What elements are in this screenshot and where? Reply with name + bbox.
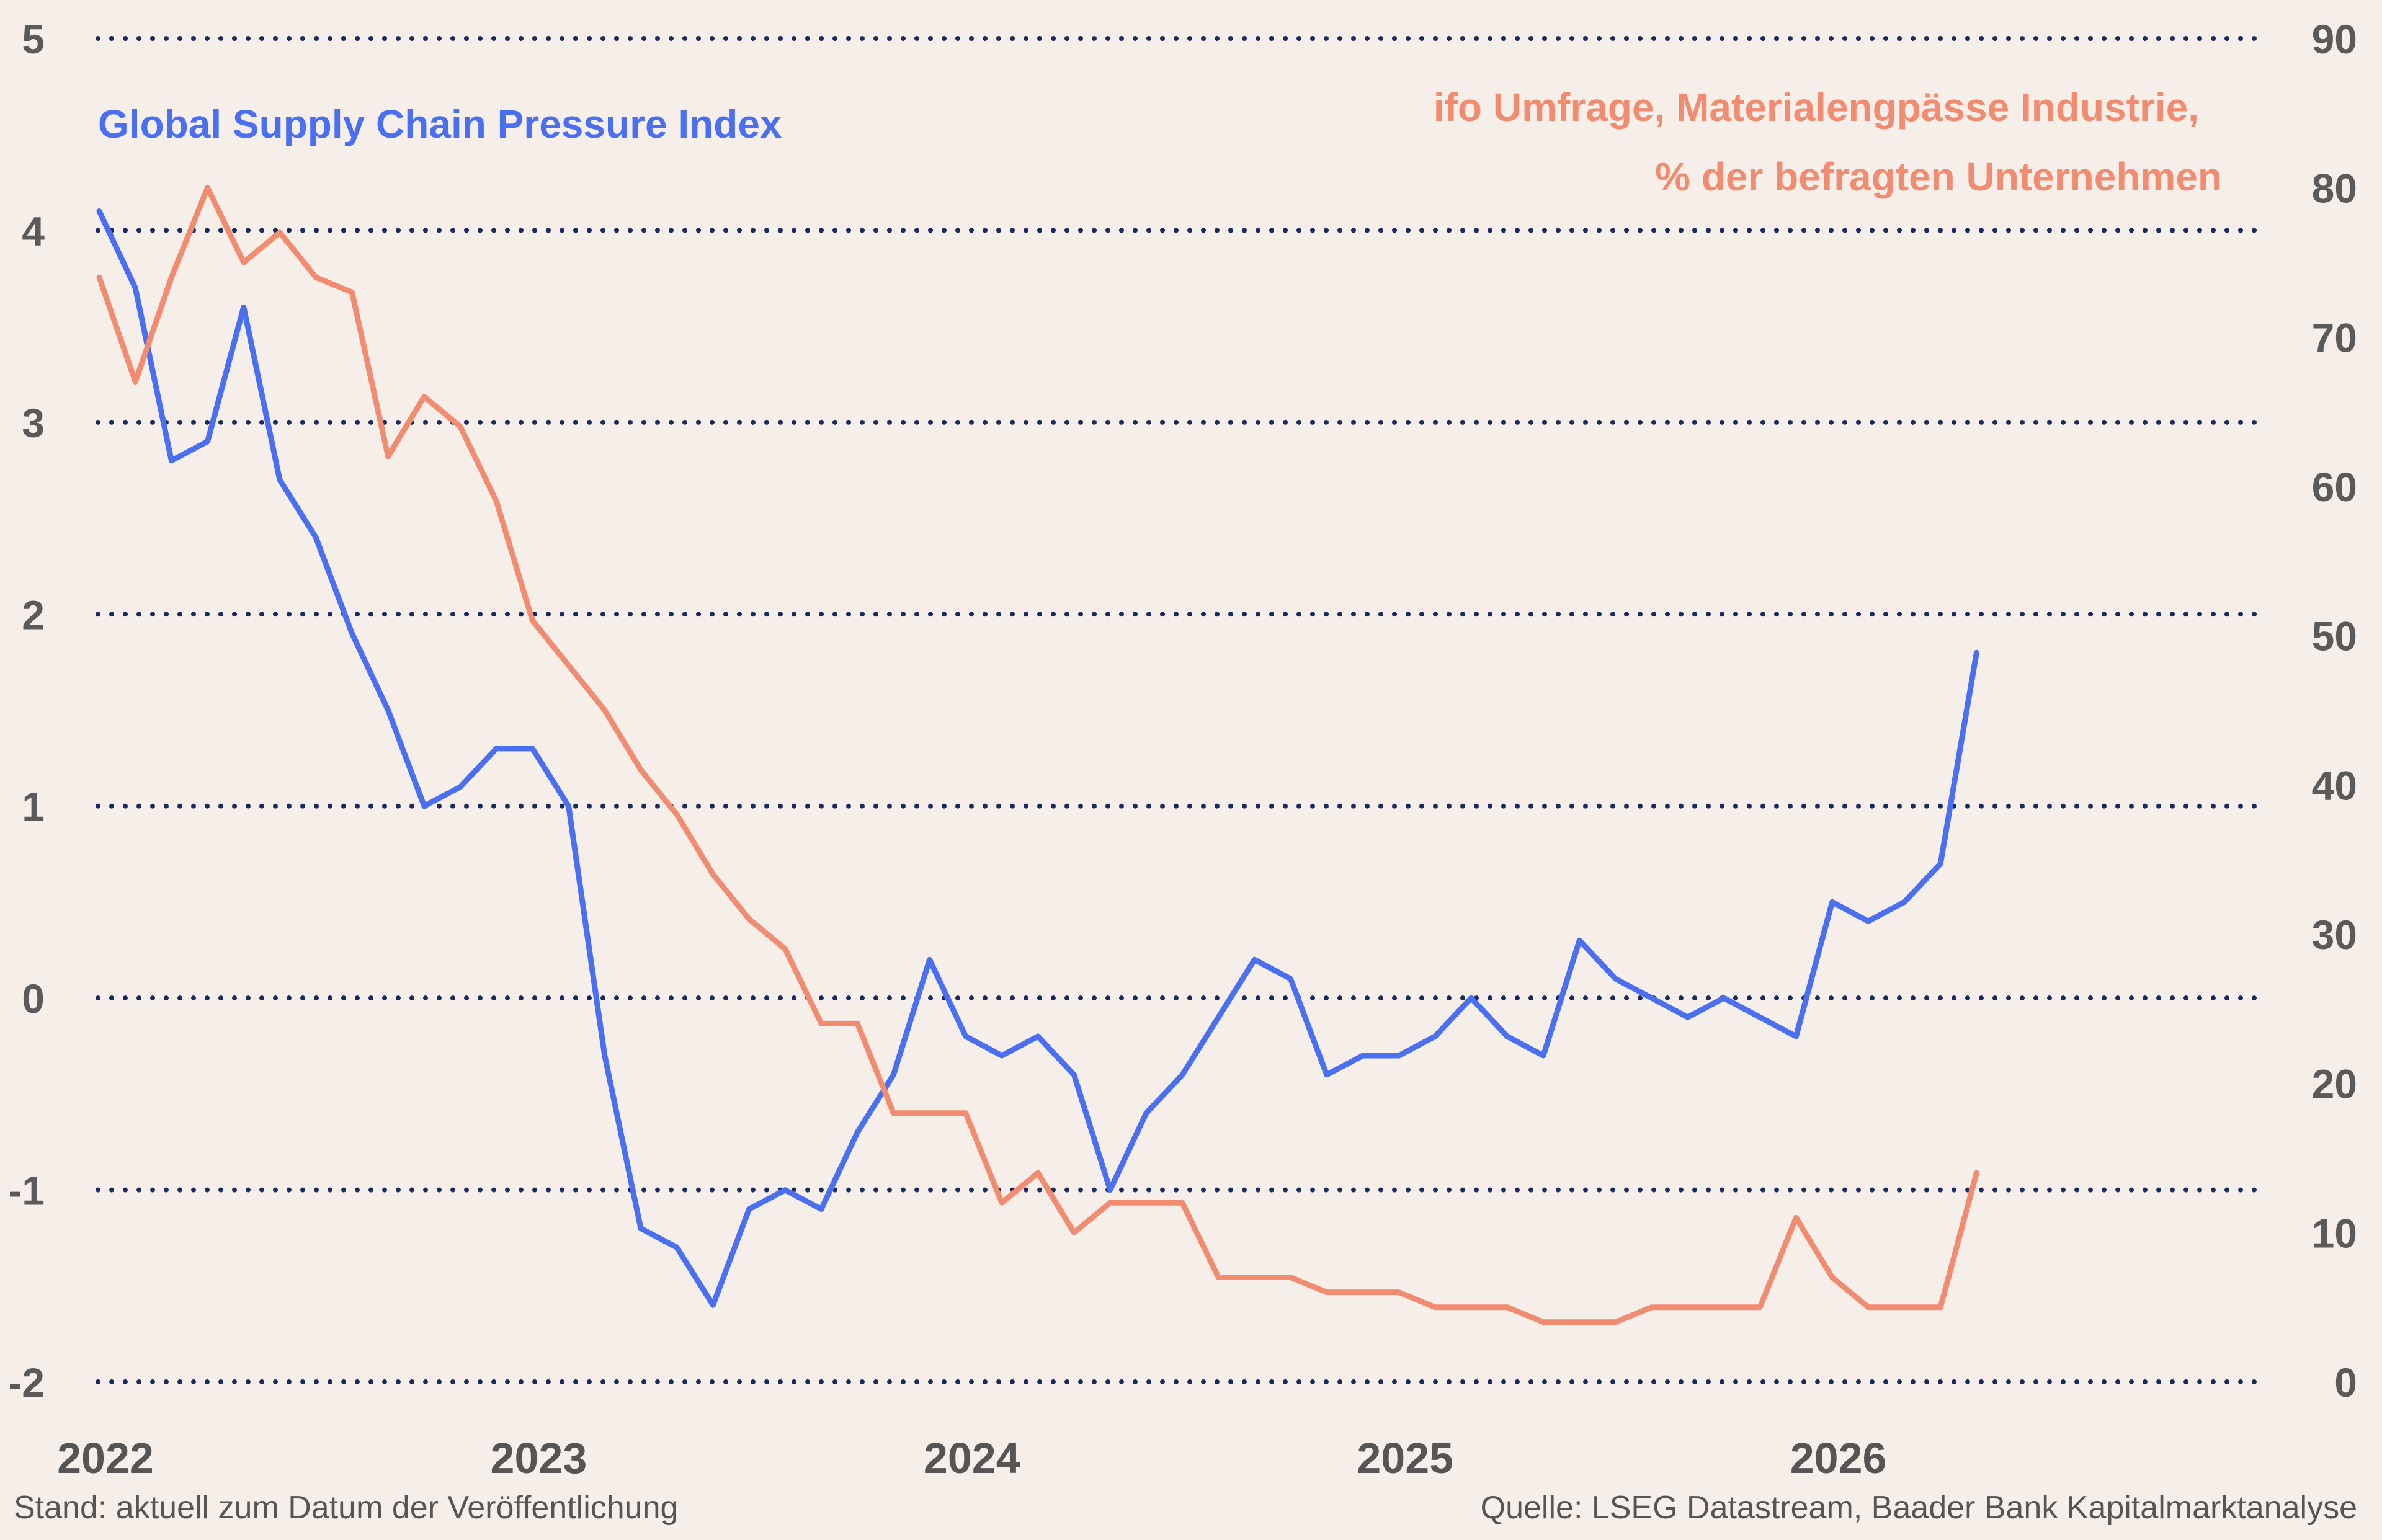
right-axis-ticks: 90 80 70 60 50 40 30 20 10 0 bbox=[2312, 16, 2357, 1405]
right-axis-tick-label: 70 bbox=[2312, 314, 2357, 360]
right-axis-tick-label: 0 bbox=[2334, 1360, 2357, 1405]
gscpi-line bbox=[96, 208, 1979, 1308]
footer-source: Quelle: LSEG Datastream, Baader Bank Kap… bbox=[1481, 1490, 2357, 1526]
x-axis-tick-label: 2024 bbox=[924, 1434, 1020, 1482]
right-axis-tick-label: 30 bbox=[2312, 912, 2357, 958]
right-axis-tick-label: 50 bbox=[2312, 613, 2357, 659]
ifo-series-label-line2: % der befragten Unternehmen bbox=[1655, 154, 2222, 199]
left-axis-ticks: 5 4 3 2 1 0 -1 -2 bbox=[8, 16, 45, 1405]
x-axis-ticks: 2022 2023 2024 2025 2026 bbox=[57, 1434, 1886, 1482]
right-axis-tick-label: 60 bbox=[2312, 464, 2357, 510]
series-lines bbox=[96, 185, 1979, 1325]
right-axis-tick-label: 90 bbox=[2312, 16, 2357, 62]
left-axis-tick-label: -1 bbox=[8, 1168, 45, 1214]
footer-stand: Stand: aktuell zum Datum der Veröffentli… bbox=[14, 1490, 678, 1526]
gscpi-series-label: Global Supply Chain Pressure Index bbox=[98, 102, 782, 146]
left-axis-tick-label: 0 bbox=[22, 976, 45, 1021]
gridlines bbox=[96, 36, 2267, 1384]
right-axis-tick-label: 80 bbox=[2312, 166, 2357, 211]
left-axis-tick-label: 4 bbox=[22, 208, 45, 254]
left-axis-tick-label: 2 bbox=[22, 592, 45, 638]
x-axis-tick-label: 2022 bbox=[57, 1434, 154, 1482]
x-axis-tick-label: 2023 bbox=[491, 1434, 587, 1482]
ifo-material-shortage-line bbox=[96, 185, 1979, 1325]
right-axis-tick-label: 20 bbox=[2312, 1061, 2357, 1107]
right-axis-tick-label: 40 bbox=[2312, 762, 2357, 808]
left-axis-tick-label: -2 bbox=[8, 1360, 45, 1405]
left-axis-tick-label: 3 bbox=[22, 400, 45, 446]
right-axis-tick-label: 10 bbox=[2312, 1210, 2357, 1256]
left-axis-tick-label: 1 bbox=[22, 784, 45, 830]
x-axis-tick-label: 2025 bbox=[1357, 1434, 1453, 1482]
x-axis-tick-label: 2026 bbox=[1790, 1434, 1887, 1482]
ifo-series-label-line1: ifo Umfrage, Materialengpässe Industrie, bbox=[1434, 85, 2199, 130]
left-axis-tick-label: 5 bbox=[22, 16, 45, 62]
